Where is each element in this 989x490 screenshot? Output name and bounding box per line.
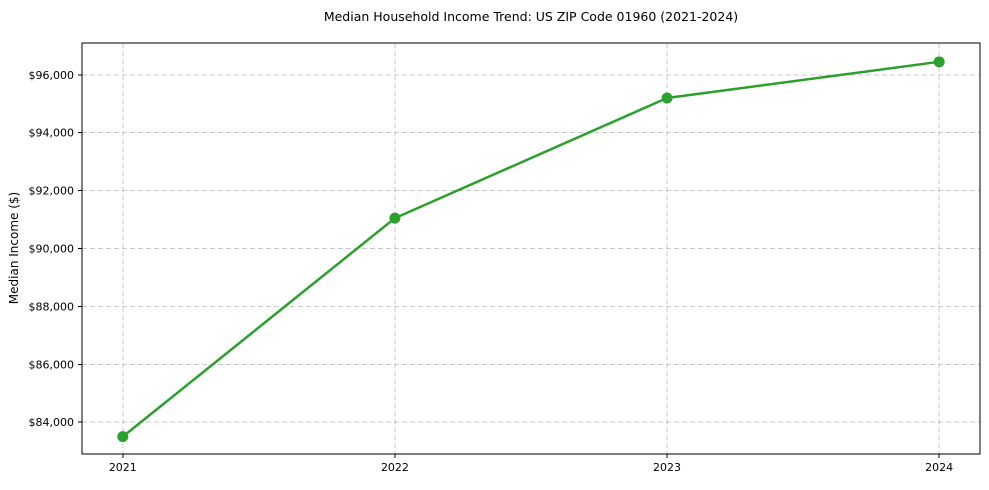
y-tick-label: $86,000: [29, 358, 75, 371]
y-tick-label: $94,000: [29, 127, 75, 140]
y-tick-label: $90,000: [29, 243, 75, 256]
series-line: [121, 60, 941, 438]
y-tick-label: $92,000: [29, 185, 75, 198]
y-tick-label: $88,000: [29, 300, 75, 313]
y-axis-label: Median Income ($): [7, 191, 21, 305]
y-tick-label: $96,000: [29, 69, 75, 82]
x-tick-label: 2021: [109, 461, 137, 474]
chart-title: Median Household Income Trend: US ZIP Co…: [323, 9, 739, 24]
x-tick-label: 2022: [381, 461, 409, 474]
y-tick-label: $84,000: [29, 416, 75, 429]
x-tick-label: 2024: [925, 461, 953, 474]
data-point-2022: [389, 212, 401, 224]
data-point-2021: [117, 431, 129, 443]
plot-frame: [81, 42, 981, 455]
data-point-2024: [933, 56, 945, 68]
data-point-2023: [661, 92, 673, 104]
x-tick-label: 2023: [653, 461, 681, 474]
